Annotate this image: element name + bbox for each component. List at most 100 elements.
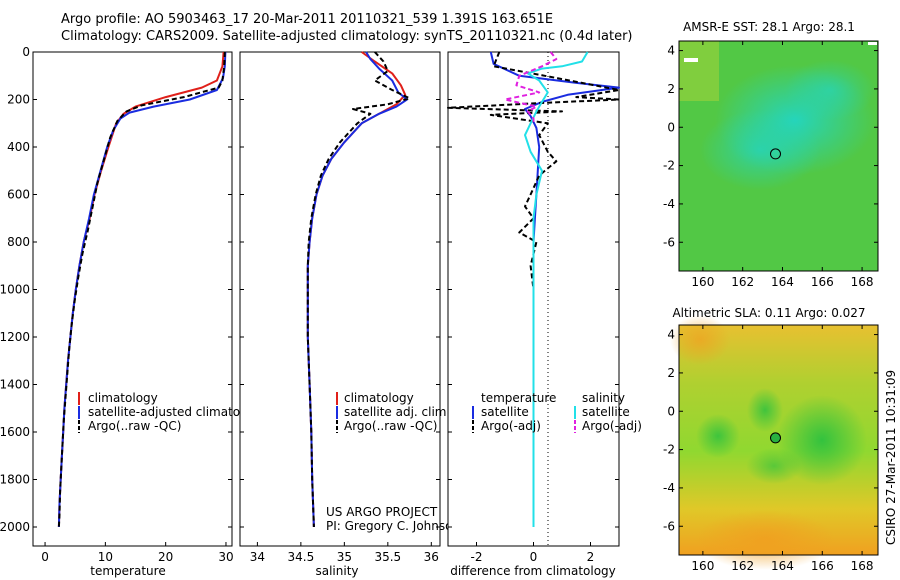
legend-label-temp-argo: Argo(-adj): [481, 419, 541, 433]
x-tick-label: 0: [530, 550, 538, 564]
depth-tick-label: 1800: [0, 473, 30, 487]
depth-tick-label: 800: [7, 235, 30, 249]
legend-swatch-satellite: [336, 406, 338, 419]
argo-location-marker: [770, 432, 781, 444]
series-line-satellite-2: [524, 51, 589, 527]
lat-tick-label: 4: [667, 44, 675, 58]
salinity-legend: climatology satellite adj. clim. Argo(..…: [336, 391, 450, 433]
x-tick-label: 0: [41, 550, 49, 564]
sst-map-ticks: 160 162 164 166 168 -6 -4 -2 0 2 4: [663, 41, 878, 289]
lat-tick-label: 4: [667, 328, 675, 342]
lat-tick-label: -4: [663, 197, 675, 211]
legend-label-satellite: satellite-adjusted climatolgy: [88, 405, 258, 419]
temperature-plot-frame: [32, 51, 233, 547]
legend-label-argo: Argo(..raw -QC): [88, 419, 181, 433]
difference-legend: temperature salinity satellite Argo(-adj…: [472, 391, 642, 433]
lat-tick-label: 2: [667, 366, 675, 380]
lon-tick-label: 164: [771, 559, 794, 573]
sla-low-patch: [746, 448, 802, 484]
depth-tick-label: 1000: [0, 283, 30, 297]
sla-map-frame: [678, 324, 879, 556]
lat-tick-label: 0: [667, 404, 675, 418]
legend-swatch-satellite: [78, 406, 80, 419]
lon-tick-label: 168: [851, 275, 874, 289]
depth-tick-label: 2000: [0, 520, 30, 534]
lat-tick-label: -2: [663, 443, 675, 457]
temperature-legend: climatology satellite-adjusted climatolg…: [78, 391, 258, 433]
depth-tick-label: 0: [22, 45, 30, 59]
credit-line-2: PI: Gregory C. Johnson: [326, 519, 460, 533]
x-tick-label: 36: [424, 550, 439, 564]
sst-map-title: AMSR-E SST: 28.1 Argo: 28.1: [683, 20, 855, 34]
land-mask: [868, 42, 877, 45]
legend-swatch-climatology: [78, 392, 80, 405]
difference-axis-label: difference from climatology: [450, 564, 616, 578]
lon-tick-label: 166: [811, 275, 834, 289]
lat-tick-label: -6: [663, 519, 675, 533]
sst-map-panel: AMSR-E SST: 28.1 Argo: 28.1 160 162 164 166…: [663, 20, 879, 289]
depth-tick-label: 400: [7, 140, 30, 154]
depth-tick-label: 1200: [0, 330, 30, 344]
series-line-argo-raw-qc-2: [306, 51, 411, 528]
lon-tick-label: 166: [811, 559, 834, 573]
x-tick-label: 30: [218, 550, 233, 564]
x-tick-label: 35.5: [374, 550, 401, 564]
sst-cool-patch: [700, 110, 820, 190]
lon-tick-label: 160: [691, 559, 714, 573]
depth-tick-label: 600: [7, 188, 30, 202]
sla-map-panel: Altimetric SLA: 0.11 Argo: 0.027 160 162 1…: [663, 306, 879, 573]
lat-tick-label: -2: [663, 159, 675, 173]
temperature-axis-label: temperature: [90, 564, 165, 578]
salinity-lines: [306, 51, 411, 528]
lon-tick-label: 168: [851, 559, 874, 573]
x-tick-label: 34.5: [288, 550, 315, 564]
lon-tick-label: 164: [771, 275, 794, 289]
sla-low-patch: [696, 414, 740, 458]
x-tick-label: 35: [337, 550, 352, 564]
legend-label-satellite: satellite adj. clim.: [344, 405, 450, 419]
salinity-axis-label: salinity: [315, 564, 358, 578]
x-tick-label: 20: [158, 550, 173, 564]
lon-tick-label: 162: [731, 559, 754, 573]
depth-axis-ticks: 0 200 400 600 800 1000 1200 1400 1600 1800 2000: [0, 45, 37, 534]
sla-low-patch: [747, 388, 783, 432]
argo-location-marker: [770, 148, 781, 160]
lon-tick-label: 160: [691, 275, 714, 289]
depth-tick-label: 1600: [0, 425, 30, 439]
salinity-plot-frame: [239, 51, 441, 547]
series-line-argo-adj-1: [447, 51, 620, 527]
salinity-axis-ticks: 34 34.5 35 35.5 36: [240, 51, 440, 564]
legend-label-climatology: climatology: [344, 391, 414, 405]
legend-label-temp-satellite: satellite: [481, 405, 529, 419]
series-line-satellite-adj-clim-1: [306, 51, 408, 528]
difference-lines: [447, 51, 620, 527]
legend-label-sal-satellite: satellite: [582, 405, 630, 419]
legend-swatch-climatology: [336, 392, 338, 405]
figure-title-line-1: Argo profile: AO 5903463_17 20-Mar-2011 …: [61, 12, 554, 27]
legend-swatch-temp-satellite: [472, 406, 474, 419]
depth-tick-label: 1400: [0, 378, 30, 392]
lat-tick-label: -4: [663, 481, 675, 495]
sla-map-ticks: 160 162 164 166 168 -6 -4 -2 0 2 4: [663, 325, 878, 573]
depth-tick-label: 200: [7, 93, 30, 107]
x-tick-label: 2: [587, 550, 595, 564]
series-line-argo-adj-3: [504, 51, 558, 124]
figure-title-line-2: Climatology: CARS2009. Satellite-adjuste…: [61, 29, 633, 44]
temperature-profile-panel: 0 200 400 600 800 1000 1200 1400 1600 1800 2000 0 1…: [0, 45, 258, 578]
legend-header-salinity: salinity: [582, 391, 625, 405]
sla-high-patch: [670, 315, 730, 365]
legend-header-temperature: temperature: [481, 391, 556, 405]
legend-label-argo: Argo(..raw -QC): [344, 419, 437, 433]
legend-label-climatology: climatology: [88, 391, 158, 405]
sla-map-title: Altimetric SLA: 0.11 Argo: 0.027: [672, 306, 865, 320]
land-mask: [684, 58, 698, 62]
lat-tick-label: 2: [667, 82, 675, 96]
sst-warm-patch: [679, 41, 719, 101]
lon-tick-label: 162: [731, 275, 754, 289]
credit-line-1: US ARGO PROJECT: [326, 505, 438, 519]
x-tick-label: 10: [98, 550, 113, 564]
temperature-axis-ticks: 0 10 20 30: [41, 51, 234, 564]
lat-tick-label: -6: [663, 235, 675, 249]
x-tick-label: -2: [471, 550, 483, 564]
